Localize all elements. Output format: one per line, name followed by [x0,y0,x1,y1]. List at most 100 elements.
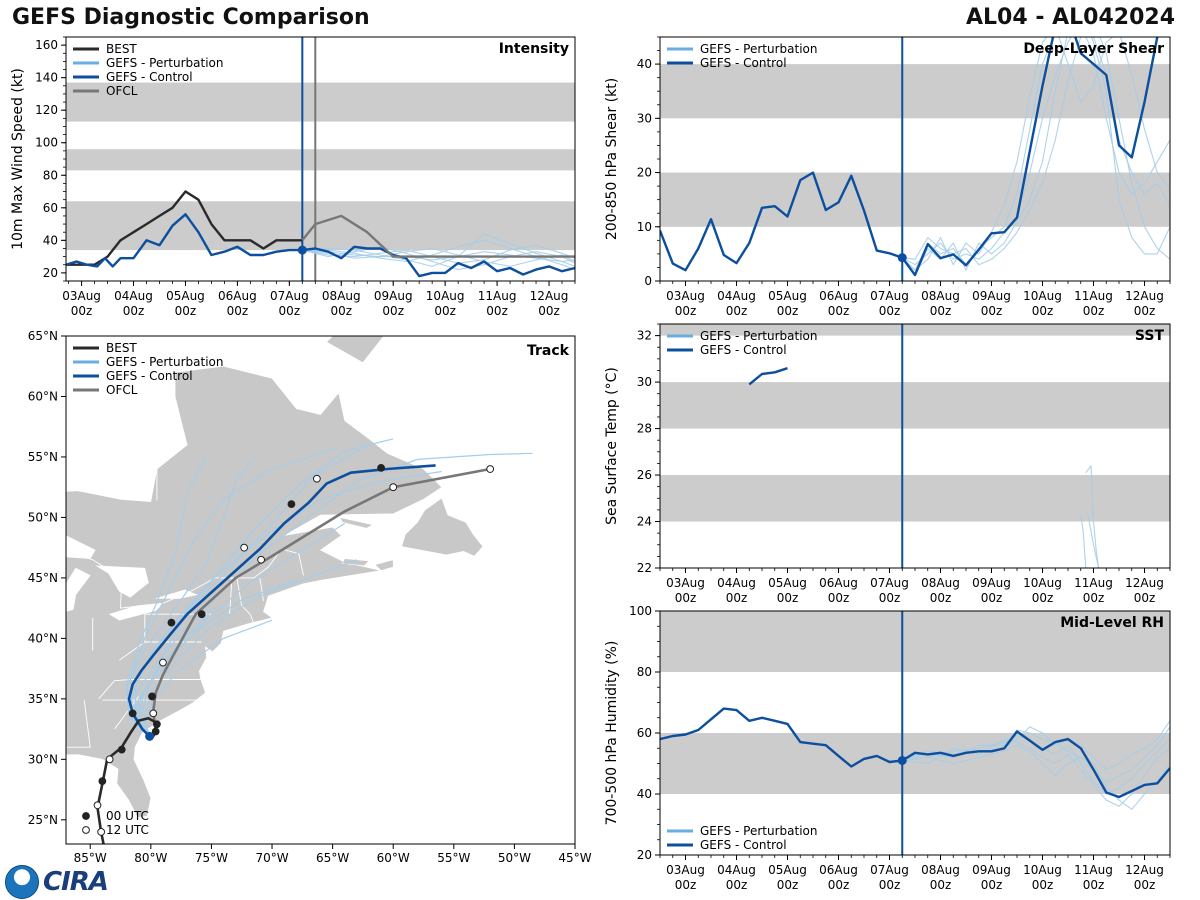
x-tick-label: 00z [1083,304,1105,318]
plot-area [66,37,575,281]
perturbation-track [144,619,273,738]
ofcl-point [257,555,266,564]
chart-shear: 01020304003Aug00z04Aug00z05Aug00z06Aug00… [604,36,1171,318]
x-tick-label: 00z [1134,304,1156,318]
series-line [302,239,575,271]
threshold-band [660,172,1170,227]
x-tick-label: 06Aug [819,576,858,590]
y-axis-label: 200-850 hPa Shear (kt) [604,78,620,240]
x-tick-label: 11Aug [1074,289,1113,303]
noaa-logo-icon [5,865,39,899]
land-polygon [374,559,394,571]
y-axis-label: 700-500 hPa Humidity (%) [604,641,620,826]
control-point [377,463,385,472]
y-tick-label: 45°N [28,571,58,585]
x-tick-label: 06Aug [819,289,858,303]
panel-title: Intensity [499,41,569,57]
threshold-band [660,611,1170,672]
x-tick-label: 00z [123,304,145,318]
x-tick-label: 12Aug [530,289,569,303]
x-tick-label: 00z [227,304,249,318]
ofcl-point [486,465,495,473]
series-line [1087,516,1100,568]
perturbation-track [125,456,255,739]
border-line [259,577,264,601]
panel-title: SST [1135,328,1165,344]
y-tick-label: 160 [35,38,58,52]
panel-title: Deep-Layer Shear [1023,41,1164,57]
threshold-band [660,382,1170,429]
x-tick-label: 00z [1134,591,1156,605]
x-tick-label: 45°W [558,851,591,865]
x-tick-label: 08Aug [921,576,960,590]
series-line [1080,514,1087,568]
x-tick-label: 00z [930,591,952,605]
y-tick-label: 24 [637,515,652,529]
threshold-band [660,324,1170,336]
chart-intensity: 2040608010012014016003Aug00z04Aug00z05Au… [10,36,576,318]
series-line [66,213,575,278]
x-tick-label: 09Aug [972,289,1011,303]
border-line [119,641,146,661]
ofcl-point [197,610,206,619]
x-tick-label: 00z [382,304,404,318]
x-tick-label: 00z [675,591,697,605]
x-tick-label: 00z [828,878,850,892]
series-line [660,707,1170,799]
series-line [902,37,1170,266]
plot-area [660,611,1170,855]
x-tick-label: 04Aug [717,863,756,877]
series-line [902,744,1170,810]
x-tick-label: 03Aug [666,576,705,590]
x-tick-label: 00z [279,304,301,318]
logo-area: CIRA [5,865,109,899]
land-polygon [326,336,385,363]
x-tick-label: 00z [486,304,508,318]
series-line [302,247,575,267]
x-tick-label: 00z [879,591,901,605]
analysis-point [145,731,155,741]
x-tick-label: 00z [434,304,456,318]
figure-title: GEFS Diagnostic Comparison [12,5,370,30]
threshold-band [660,733,1170,794]
x-tick-label: 55°W [437,851,470,865]
y-tick-label: 40 [43,233,58,247]
best-point [98,777,107,786]
y-tick-label: 35°N [28,692,58,706]
x-tick-label: 10Aug [426,289,465,303]
x-tick-label: 11Aug [1074,576,1113,590]
perturbation-track [134,470,442,738]
x-tick-label: 05Aug [768,863,807,877]
ofcl-point [159,658,167,667]
axes-frame [65,335,576,845]
legend-label: BEST [106,341,137,355]
legend-label: GEFS - Control [106,70,193,84]
best-point [117,745,126,754]
x-tick-label: 00z [675,304,697,318]
x-tick-label: 60°W [377,851,410,865]
control-track [127,464,436,739]
series-line [902,726,1170,783]
ofcl-point [389,483,398,492]
control-point [128,709,137,718]
x-tick-label: 00z [1032,591,1054,605]
lake-polygon [96,565,149,598]
x-tick-label: 00z [828,304,850,318]
marker-legend-symbol [82,812,90,820]
x-tick-label: 00z [726,591,748,605]
analysis-point [897,253,907,263]
x-tick-label: 05Aug [166,289,205,303]
x-tick-label: 00z [726,304,748,318]
x-tick-label: 07Aug [870,289,909,303]
y-tick-label: 0 [644,274,652,288]
series-line [302,244,575,264]
series-line [660,37,1159,277]
x-tick-label: 11Aug [1074,863,1113,877]
x-tick-label: 09Aug [374,289,413,303]
best-point [93,801,102,810]
x-tick-label: 12Aug [1125,289,1164,303]
legend-label: GEFS - Control [700,56,787,70]
legend-label: GEFS - Perturbation [700,824,817,838]
series-line [902,37,1170,266]
